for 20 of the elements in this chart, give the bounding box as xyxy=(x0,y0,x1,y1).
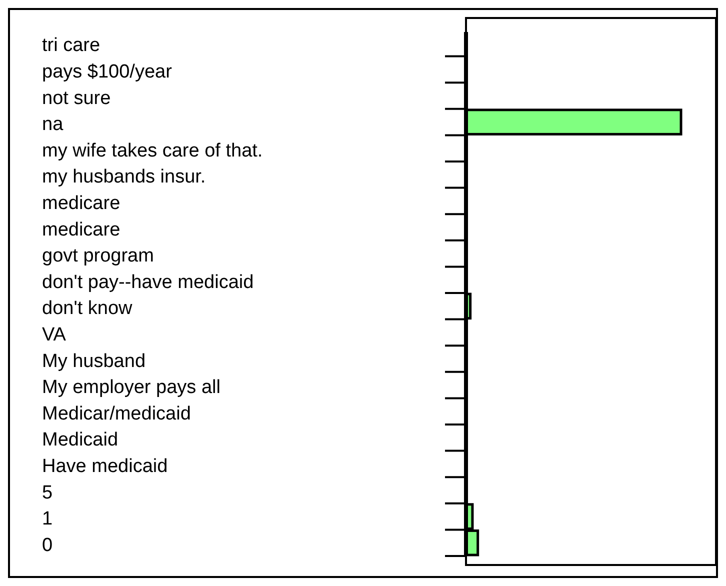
y-tick-label: 5 xyxy=(42,482,53,504)
y-tick-label: 0 xyxy=(42,534,53,556)
y-tick-label: govt program xyxy=(42,246,154,267)
y-tick-label: pays $100/year xyxy=(42,61,173,82)
y-tick-label: My husband xyxy=(42,350,146,372)
y-tick-label: medicare xyxy=(42,192,120,214)
y-tick-label: my husbands insur. xyxy=(42,166,206,188)
y-tick-label: not sure xyxy=(42,88,111,109)
y-tick-label: VA xyxy=(42,324,66,346)
y-tick-label: don't pay--have medicaid xyxy=(42,272,254,293)
y-tick-label: Medicaid xyxy=(42,430,118,451)
y-tick-label: na xyxy=(42,114,64,136)
y-tick-label: tri care xyxy=(42,35,100,56)
y-tick-label: Medicar/medicaid xyxy=(42,403,191,424)
y-tick-label: 1 xyxy=(42,508,53,530)
y-tick-label: my wife takes care of that. xyxy=(42,140,263,162)
y-tick-label: medicare xyxy=(42,219,120,240)
y-tick-label: don't know xyxy=(42,298,133,320)
y-tick-label: Have medicaid xyxy=(42,456,168,477)
y-tick-label: My employer pays all xyxy=(42,377,220,398)
